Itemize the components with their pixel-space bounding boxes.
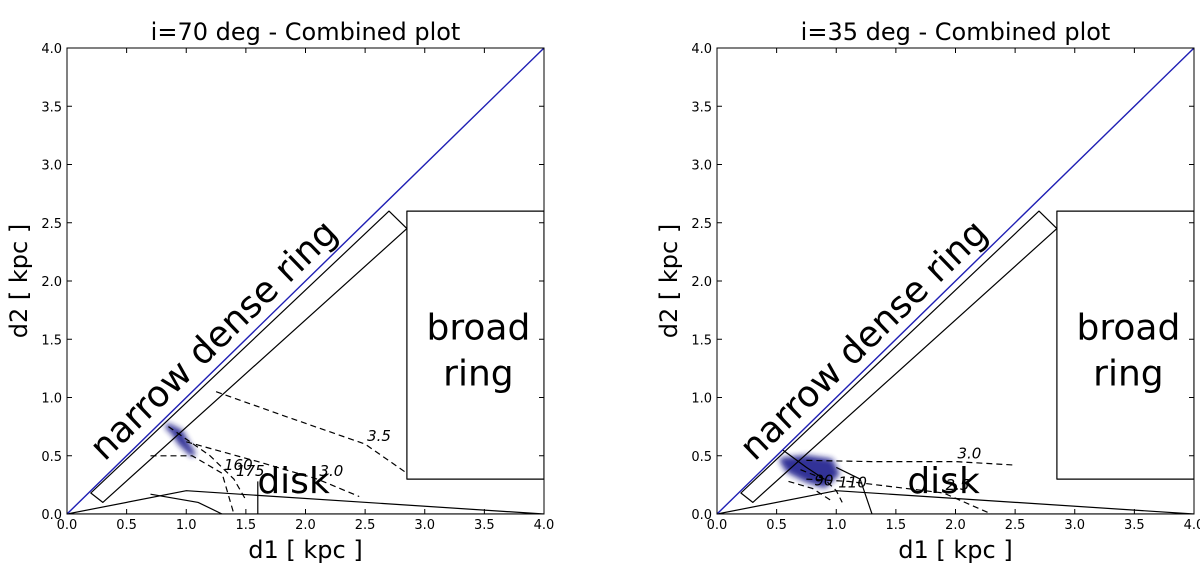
x-tick-label-0-8: 4.0	[534, 518, 555, 533]
x-tick-label-1-5: 2.5	[1005, 518, 1026, 533]
x-tick-label-1-3: 1.5	[886, 518, 907, 533]
region-outline-0-2	[67, 490, 544, 514]
plot-area-1	[717, 48, 1194, 514]
contour-label-0-2: 175	[236, 462, 265, 480]
region-label-broad-ring-0-1: ring	[443, 353, 513, 394]
x-axis-label-1: d1 [ kpc ]	[898, 536, 1012, 564]
y-tick-label-1-8: 4.0	[691, 42, 712, 57]
contour-label-1-0: 3.0	[958, 445, 982, 463]
y-axis-label-1: d2 [ kpc ]	[655, 224, 683, 338]
region-outline-0-1	[406, 210, 544, 480]
contour-line-1-2	[800, 469, 843, 503]
x-tick-label-0-3: 1.5	[236, 518, 257, 533]
x-tick-label-0-6: 3.0	[414, 518, 435, 533]
y-tick-label-0-2: 1.0	[41, 392, 62, 407]
y-tick-label-1-1: 0.5	[691, 450, 712, 465]
contour-line-0-0	[215, 391, 408, 474]
region-label-disk-1: disk	[907, 461, 980, 502]
contour-line-1-0	[806, 459, 1016, 466]
contour-line-0-3	[150, 455, 235, 514]
contour-label-0-1: 3.0	[319, 462, 343, 480]
plot-area-0	[67, 48, 544, 514]
region-label-narrow-dense-ring-0: narrow dense ring	[82, 212, 345, 468]
region-label-broad-ring-0-0: broad	[427, 307, 531, 348]
x-tick-label-0-5: 2.5	[355, 518, 376, 533]
y-tick-label-0-3: 1.5	[41, 333, 62, 348]
y-tick-label-1-4: 2.0	[691, 275, 712, 290]
y-tick-label-1-7: 3.5	[691, 100, 712, 115]
contour-label-1-2: 110	[838, 474, 867, 492]
x-tick-label-0-2: 1.0	[176, 518, 197, 533]
x-tick-label-1-0: 0.0	[707, 518, 728, 533]
region-label-narrow-dense-ring-1: narrow dense ring	[732, 212, 995, 468]
x-axis-label-0: d1 [ kpc ]	[248, 536, 362, 564]
x-tick-label-0-4: 2.0	[295, 518, 316, 533]
y-tick-label-0-6: 3.0	[41, 159, 62, 174]
region-label-broad-ring-1-0: broad	[1077, 307, 1181, 348]
region-outline-1-2	[717, 490, 1194, 514]
y-tick-label-0-4: 2.0	[41, 275, 62, 290]
x-tick-label-0-1: 0.5	[116, 518, 137, 533]
x-tick-label-0-7: 3.5	[474, 518, 495, 533]
region-outline-1-1	[1056, 210, 1194, 480]
x-tick-label-1-6: 3.0	[1064, 518, 1085, 533]
y-tick-label-1-6: 3.0	[691, 159, 712, 174]
x-tick-label-1-2: 1.0	[826, 518, 847, 533]
x-tick-label-1-1: 0.5	[766, 518, 787, 533]
contour-line-0-1	[186, 441, 360, 498]
chart-title-0: i=70 deg - Combined plot	[151, 18, 461, 46]
diagonal-line-1	[717, 48, 1194, 514]
contour-label-0-0: 3.5	[367, 427, 391, 445]
contour-line-0-5	[150, 493, 223, 514]
x-tick-label-1-7: 3.5	[1124, 518, 1145, 533]
x-tick-label-1-4: 2.0	[945, 518, 966, 533]
x-tick-label-1-8: 4.0	[1184, 518, 1200, 533]
contour-line-1-3	[788, 480, 831, 501]
x-tick-label-0-0: 0.0	[57, 518, 78, 533]
y-tick-label-0-0: 0.0	[41, 508, 62, 523]
chart-title-1: i=35 deg - Combined plot	[801, 18, 1111, 46]
y-tick-label-0-1: 0.5	[41, 450, 62, 465]
diagonal-line-0	[67, 48, 544, 514]
y-tick-label-0-7: 3.5	[41, 100, 62, 115]
y-axis-label-0: d2 [ kpc ]	[5, 224, 33, 338]
y-tick-label-0-5: 2.5	[41, 217, 62, 232]
y-tick-label-1-2: 1.0	[691, 392, 712, 407]
contour-label-1-3: 90	[814, 471, 833, 489]
contour-label-1-1: 2.5	[946, 476, 970, 494]
contour-line-1-1	[806, 478, 992, 514]
y-tick-label-1-5: 2.5	[691, 217, 712, 232]
contour-line-1-4	[836, 466, 873, 514]
region-label-disk-0: disk	[257, 461, 330, 502]
contour-line-0-2	[168, 426, 247, 501]
contour-line-1-5	[782, 449, 825, 480]
contour-label-0-3: 160	[224, 456, 253, 474]
y-tick-label-1-0: 0.0	[691, 508, 712, 523]
chart-panel-1: 3.0 2.5 110 90 0.0 0.5 1.0 1.5 2.0 2.5 3.0 3.5 4.0 0.…	[655, 18, 1200, 564]
region-label-broad-ring-1-1: ring	[1093, 353, 1163, 394]
y-tick-label-1-3: 1.5	[691, 333, 712, 348]
y-tick-label-0-8: 4.0	[41, 42, 62, 57]
